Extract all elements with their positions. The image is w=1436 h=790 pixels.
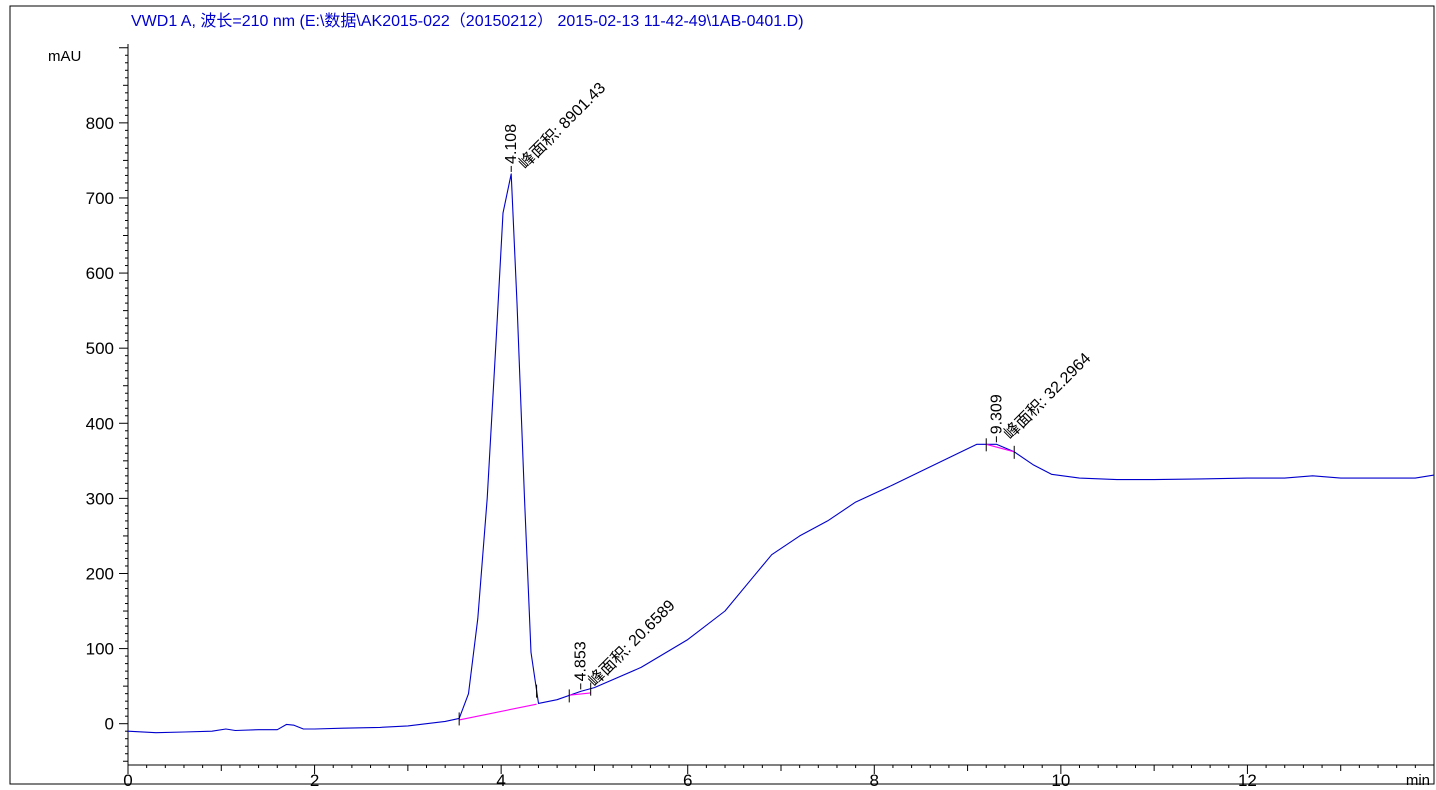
- peak-retention-time: 4.853: [573, 641, 590, 681]
- x-tick-label: 0: [123, 771, 132, 790]
- y-tick-label: 300: [86, 489, 114, 508]
- integration-baseline: [569, 692, 591, 696]
- x-tick-label: 10: [1051, 771, 1070, 790]
- y-tick-label: 700: [86, 189, 114, 208]
- x-tick-label: 8: [870, 771, 879, 790]
- peak-area-label: 峰面积: 32.2964: [1000, 349, 1094, 443]
- x-tick-label: 2: [310, 771, 319, 790]
- peak-area-label: 峰面积: 20.6589: [585, 596, 679, 690]
- x-tick-label: 12: [1238, 771, 1257, 790]
- y-tick-label: 0: [105, 715, 114, 734]
- x-axis-unit: min: [1406, 772, 1430, 789]
- peak-area-label: 峰面积: 8901.43: [515, 79, 609, 173]
- peak-retention-time: 9.309: [988, 394, 1005, 434]
- y-axis-unit: mAU: [48, 48, 81, 65]
- integration-baseline: [459, 703, 537, 721]
- y-tick-label: 100: [86, 640, 114, 659]
- integration-baseline: [986, 443, 1015, 453]
- chart-title: VWD1 A, 波长=210 nm (E:\数据\AK2015-022（2015…: [131, 12, 804, 30]
- x-tick-label: 6: [683, 771, 692, 790]
- y-tick-label: 400: [86, 414, 114, 433]
- axes: 0 100 200 300 400 500 600 700 800 0 2 4 6 8 10 12: [86, 44, 1435, 790]
- peak-retention-time: 4.108: [503, 124, 520, 164]
- y-tick-label: 600: [86, 264, 114, 283]
- y-tick-label: 500: [86, 339, 114, 358]
- y-tick-label: 200: [86, 564, 114, 583]
- plot-frame: [9, 5, 1435, 785]
- y-tick-label: 800: [86, 114, 114, 133]
- x-tick-label: 4: [496, 771, 505, 790]
- series-layer: [127, 173, 1435, 734]
- signal-trace: [127, 173, 1435, 734]
